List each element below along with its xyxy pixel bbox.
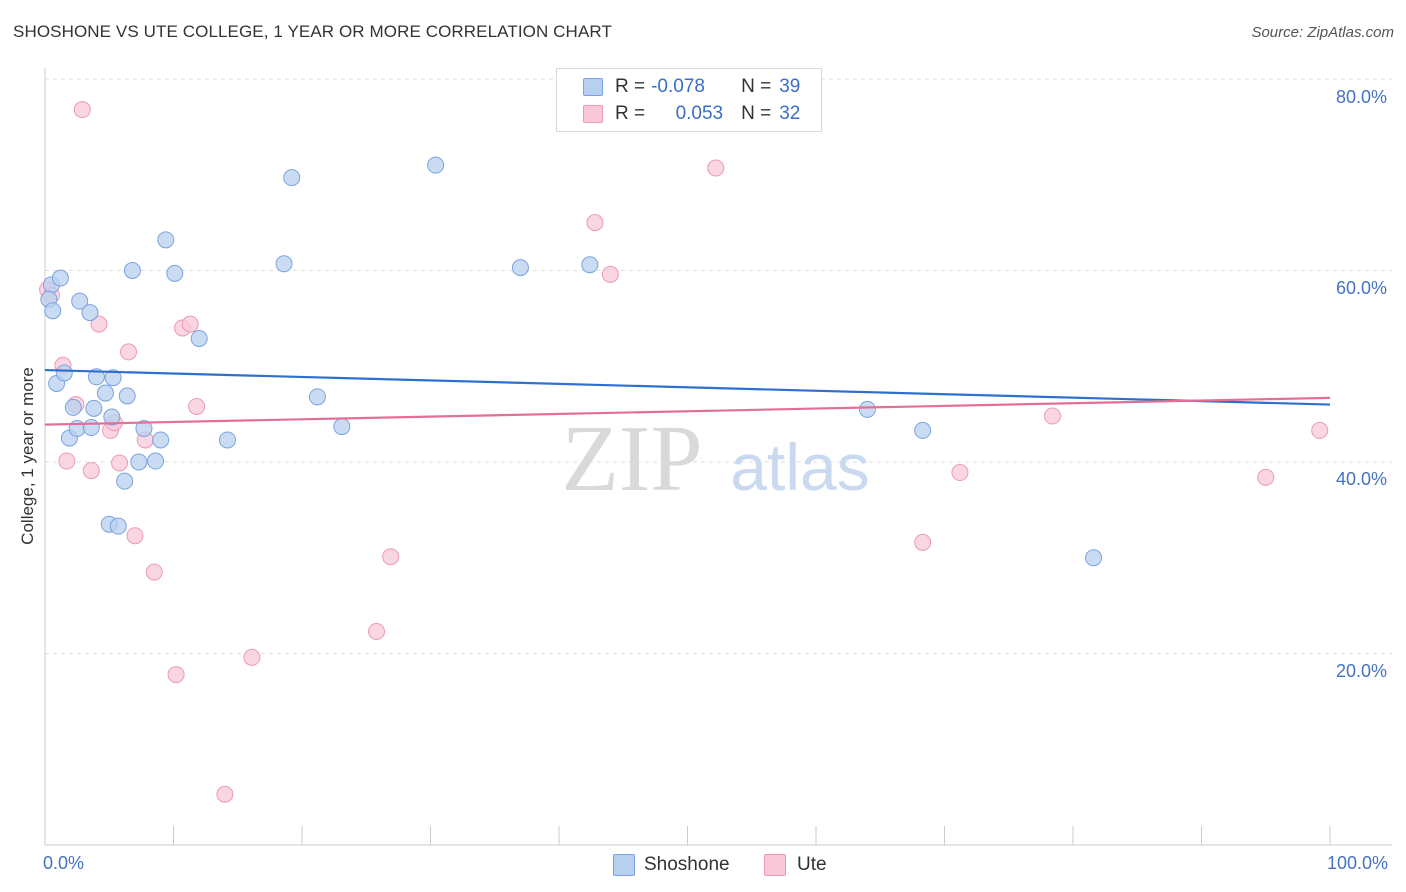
chart-title: SHOSHONE VS UTE COLLEGE, 1 YEAR OR MORE … bbox=[13, 22, 612, 41]
legend-item-shoshone: Shoshone bbox=[613, 852, 730, 878]
ute-swatch bbox=[583, 105, 603, 123]
source-label: Source: ZipAtlas.com bbox=[1251, 24, 1394, 41]
shoshone-point bbox=[64, 398, 82, 416]
ute-point bbox=[126, 527, 144, 545]
shoshone-point bbox=[152, 431, 170, 449]
shoshone-point bbox=[87, 368, 105, 386]
shoshone-point bbox=[103, 408, 121, 426]
shoshone-point bbox=[157, 231, 175, 249]
shoshone-point bbox=[44, 302, 62, 320]
shoshone-point bbox=[81, 304, 99, 322]
ute-point bbox=[58, 452, 76, 470]
shoshone-point bbox=[581, 256, 599, 274]
shoshone-point bbox=[85, 399, 103, 417]
shoshone-point bbox=[55, 364, 73, 382]
shoshone-point bbox=[130, 453, 148, 471]
y-tick-label-80: 80.0% bbox=[1336, 87, 1388, 107]
shoshone-point bbox=[71, 292, 89, 310]
shoshone-point bbox=[858, 400, 876, 418]
ute-point bbox=[951, 464, 969, 482]
x-tick-label-min: 0.0% bbox=[43, 853, 85, 873]
shoshone-point bbox=[218, 431, 236, 449]
ute-point bbox=[73, 101, 91, 119]
shoshone-point bbox=[308, 388, 326, 406]
n-value: 32 bbox=[779, 103, 801, 124]
ute-point bbox=[90, 315, 108, 333]
legend-item-ute: Ute bbox=[764, 852, 827, 878]
r-label: R = bbox=[615, 76, 646, 97]
correlation-legend: R = -0.078 N = 39 R = 0.053 N = 32 bbox=[556, 68, 822, 132]
shoshone-point bbox=[275, 255, 293, 273]
ute-point bbox=[368, 622, 386, 640]
n-label: N = bbox=[741, 103, 772, 124]
ute-trend-line bbox=[44, 396, 1331, 426]
ute-point bbox=[1043, 407, 1061, 425]
ute-point bbox=[181, 315, 199, 333]
shoshone-point bbox=[123, 262, 141, 279]
ute-point bbox=[188, 397, 206, 415]
ute-point bbox=[111, 454, 129, 472]
watermark-atlas: atlas bbox=[730, 430, 869, 504]
ute-point bbox=[601, 265, 619, 283]
shoshone-point bbox=[109, 517, 127, 535]
shoshone-point bbox=[104, 369, 122, 387]
ute-point bbox=[82, 462, 100, 480]
ute-point bbox=[243, 648, 261, 666]
r-value: -0.078 bbox=[651, 76, 705, 97]
shoshone-point bbox=[333, 418, 351, 436]
shoshone-point bbox=[914, 421, 932, 439]
shoshone-point bbox=[1085, 549, 1103, 567]
ute-point bbox=[145, 563, 163, 581]
n-label: N = bbox=[741, 76, 772, 97]
n-value: 39 bbox=[779, 76, 801, 97]
shoshone-point bbox=[118, 387, 136, 405]
ute-point bbox=[1257, 468, 1275, 486]
trend-lines bbox=[44, 368, 1331, 426]
y-tick-label-60: 60.0% bbox=[1336, 278, 1388, 298]
legend-row-ute: R = 0.053 N = 32 bbox=[583, 102, 800, 126]
ute-point bbox=[382, 548, 400, 566]
y-tick-label-20: 20.0% bbox=[1336, 661, 1388, 681]
shoshone-point bbox=[427, 156, 445, 174]
y-tick-label-40: 40.0% bbox=[1336, 469, 1388, 489]
shoshone-points bbox=[40, 156, 1103, 567]
ute-point bbox=[120, 343, 138, 361]
ute-point bbox=[586, 214, 604, 232]
shoshone-point bbox=[96, 384, 114, 402]
axes bbox=[44, 68, 1392, 846]
shoshone-point bbox=[82, 419, 100, 437]
x-tick-label-max: 100.0% bbox=[1327, 853, 1389, 873]
shoshone-point bbox=[51, 269, 69, 287]
ute-point bbox=[167, 666, 185, 684]
shoshone-swatch bbox=[583, 78, 603, 96]
watermark-zip: ZIP bbox=[562, 407, 703, 511]
y-axis-title: College, 1 year or more bbox=[18, 367, 37, 545]
shoshone-point bbox=[166, 264, 184, 282]
ute-point bbox=[216, 785, 234, 803]
shoshone-trend-line bbox=[44, 368, 1331, 406]
ute-swatch bbox=[764, 854, 786, 876]
ute-point bbox=[914, 533, 932, 551]
ute-point bbox=[1311, 421, 1329, 439]
shoshone-point bbox=[190, 329, 208, 347]
watermark: ZIP atlas bbox=[562, 407, 870, 511]
legend-row-shoshone: R = -0.078 N = 39 bbox=[583, 75, 800, 99]
shoshone-point bbox=[511, 259, 529, 277]
ute-point bbox=[707, 159, 725, 177]
legend-label-shoshone: Shoshone bbox=[644, 854, 730, 875]
shoshone-point bbox=[147, 452, 165, 470]
r-label: R = bbox=[615, 103, 646, 124]
gridlines bbox=[45, 78, 1392, 654]
shoshone-point bbox=[283, 169, 301, 187]
shoshone-point bbox=[116, 472, 134, 490]
r-value: 0.053 bbox=[675, 103, 724, 124]
legend-label-ute: Ute bbox=[797, 854, 827, 875]
shoshone-swatch bbox=[613, 854, 635, 876]
shoshone-point bbox=[135, 419, 153, 437]
